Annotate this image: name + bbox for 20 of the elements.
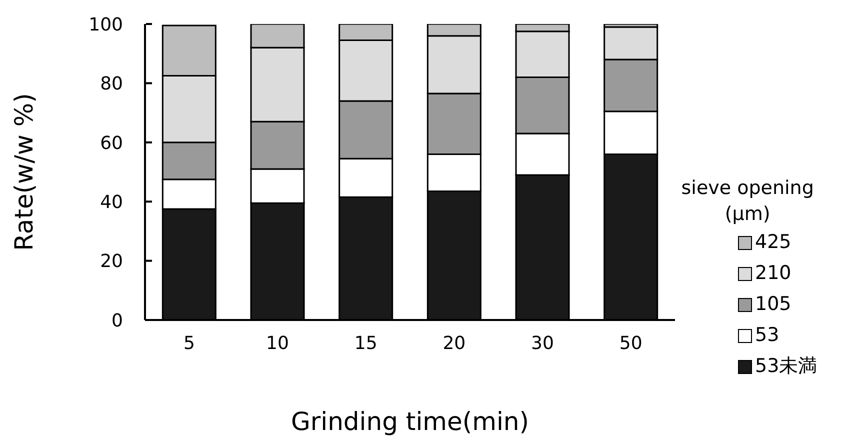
y-tick-label: 20 [100, 251, 123, 272]
y-tick-label: 80 [100, 74, 123, 95]
legend-label: 425 [755, 230, 792, 255]
x-tick-label: 5 [183, 332, 195, 354]
y-tick-label: 60 [100, 132, 123, 154]
legend-label: 105 [755, 292, 792, 317]
y-axis-title: Rate(w/w %) [10, 93, 38, 251]
x-tick-label: 30 [531, 332, 554, 354]
legend-label: 53未満 [755, 354, 818, 379]
y-tick-label: 40 [100, 192, 123, 213]
x-axis-title: Grinding time(min) [290, 407, 530, 436]
legend-label: 210 [755, 261, 792, 286]
y-tick-label: 100 [88, 14, 123, 36]
x-tick-label: 10 [266, 332, 289, 354]
legend-title: sieve opening (μm) [680, 176, 815, 227]
x-tick-label: 20 [442, 332, 466, 354]
y-tick-label: 0 [112, 310, 123, 332]
x-tick-label: 50 [619, 332, 642, 354]
x-tick-label: 15 [354, 332, 378, 354]
legend-label: 53 [755, 323, 780, 348]
